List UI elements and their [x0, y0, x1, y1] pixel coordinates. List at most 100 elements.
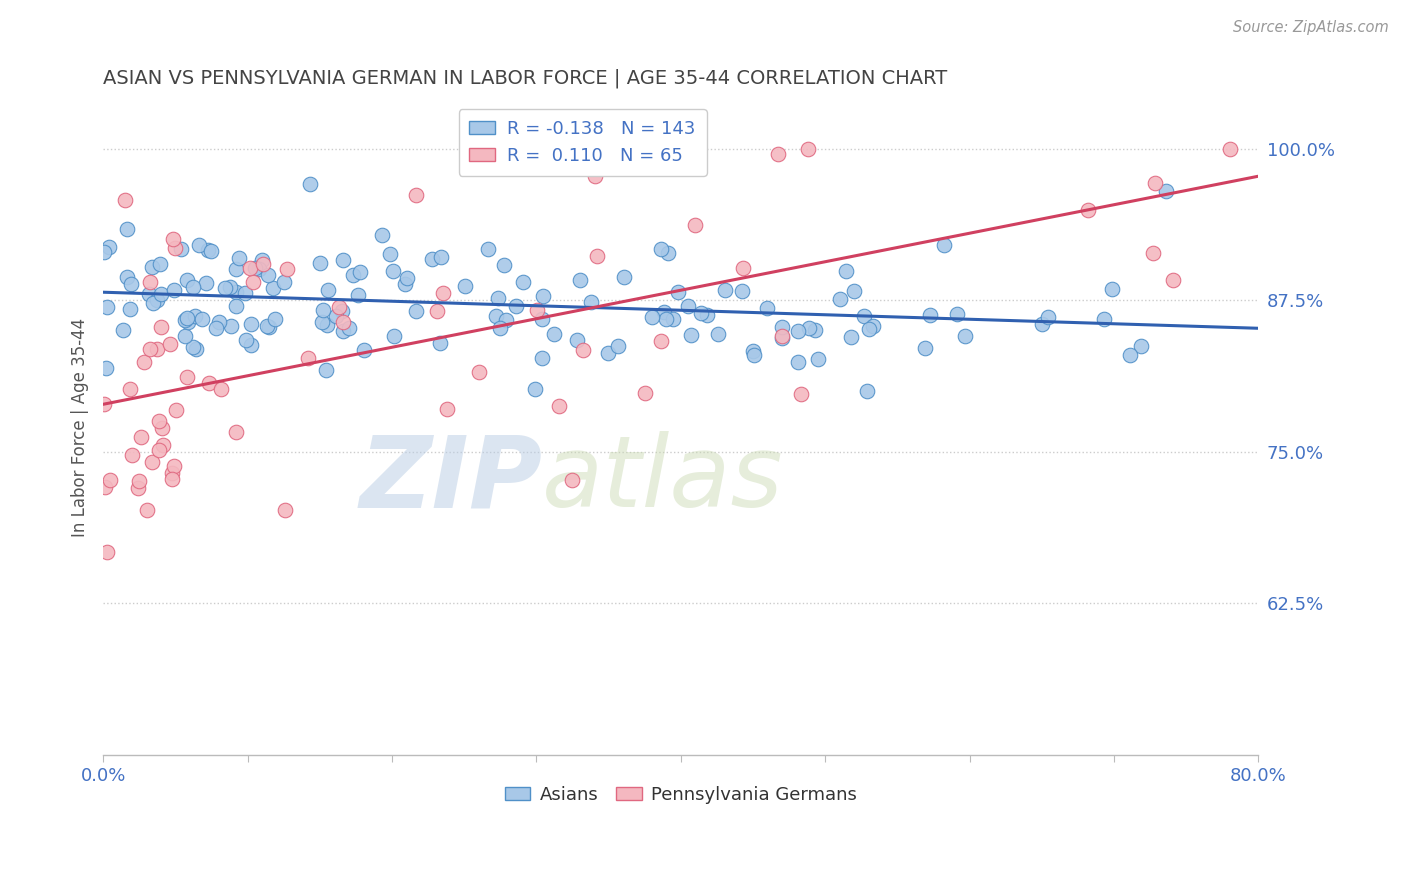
Point: [394, 277, 416, 291]
Point: [1031, 317, 1053, 331]
Point: [661, 311, 683, 326]
Point: [641, 310, 664, 324]
Point: [770, 319, 793, 334]
Point: [114, 193, 136, 207]
Point: [1101, 283, 1123, 297]
Point: [197, 243, 219, 257]
Point: [221, 319, 243, 334]
Point: [1092, 312, 1115, 326]
Point: [93, 397, 115, 411]
Point: [586, 249, 609, 263]
Point: [132, 355, 155, 369]
Point: [1077, 202, 1099, 217]
Point: [839, 330, 862, 344]
Point: [205, 320, 228, 334]
Point: [121, 448, 143, 462]
Point: [239, 317, 262, 331]
Point: [94, 360, 117, 375]
Point: [264, 312, 287, 326]
Point: [332, 324, 354, 338]
Point: [485, 309, 508, 323]
Point: [572, 343, 595, 357]
Point: [208, 315, 231, 329]
Point: [150, 420, 173, 434]
Point: [176, 369, 198, 384]
Point: [405, 188, 427, 202]
Point: [432, 285, 454, 300]
Point: [1218, 142, 1240, 156]
Point: [505, 300, 527, 314]
Point: [382, 263, 405, 277]
Point: [243, 260, 266, 275]
Point: [426, 303, 449, 318]
Point: [787, 355, 810, 369]
Point: [93, 244, 115, 259]
Point: [1142, 245, 1164, 260]
Point: [150, 286, 173, 301]
Point: [194, 276, 217, 290]
Point: [242, 275, 264, 289]
Point: [430, 250, 453, 264]
Point: [214, 281, 236, 295]
Point: [696, 308, 718, 322]
Point: [176, 273, 198, 287]
Point: [165, 403, 187, 417]
Point: [681, 328, 703, 343]
Point: [655, 312, 678, 326]
Point: [141, 454, 163, 468]
Point: [149, 257, 172, 271]
Point: [142, 296, 165, 310]
Point: [247, 262, 270, 277]
Point: [160, 472, 183, 486]
Point: [1161, 273, 1184, 287]
Point: [183, 340, 205, 354]
Point: [676, 299, 699, 313]
Point: [349, 265, 371, 279]
Point: [120, 277, 142, 292]
Point: [152, 438, 174, 452]
Point: [543, 326, 565, 341]
Point: [97, 239, 120, 253]
Point: [228, 251, 250, 265]
Point: [1143, 176, 1166, 190]
Point: [561, 474, 583, 488]
Point: [583, 169, 606, 184]
Point: [1118, 348, 1140, 362]
Point: [768, 147, 790, 161]
Point: [148, 443, 170, 458]
Point: [420, 252, 443, 266]
Point: [115, 269, 138, 284]
Point: [852, 309, 875, 323]
Point: [835, 264, 858, 278]
Point: [252, 257, 274, 271]
Point: [276, 261, 298, 276]
Y-axis label: In Labor Force | Age 35-44: In Labor Force | Age 35-44: [72, 318, 89, 537]
Point: [148, 414, 170, 428]
Point: [567, 333, 589, 347]
Point: [607, 339, 630, 353]
Point: [706, 326, 728, 341]
Point: [184, 309, 207, 323]
Point: [127, 481, 149, 495]
Point: [96, 545, 118, 559]
Point: [467, 365, 489, 379]
Point: [273, 275, 295, 289]
Point: [94, 480, 117, 494]
Point: [486, 291, 509, 305]
Point: [96, 300, 118, 314]
Point: [914, 341, 936, 355]
Point: [256, 319, 278, 334]
Point: [146, 342, 169, 356]
Text: ZIP: ZIP: [359, 432, 543, 528]
Point: [946, 307, 969, 321]
Point: [177, 314, 200, 328]
Point: [526, 302, 548, 317]
Point: [173, 329, 195, 343]
Point: [804, 323, 827, 337]
Point: [634, 386, 657, 401]
Point: [742, 343, 765, 358]
Point: [495, 313, 517, 327]
Point: [581, 295, 603, 310]
Point: [395, 270, 418, 285]
Point: [918, 308, 941, 322]
